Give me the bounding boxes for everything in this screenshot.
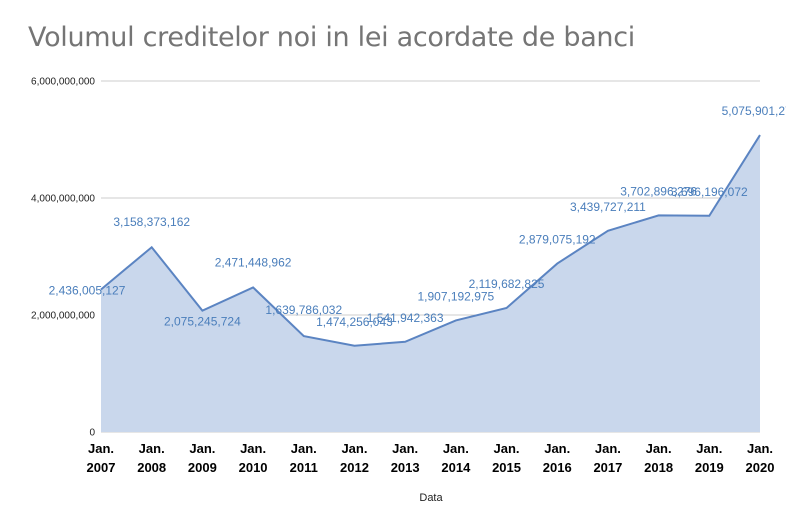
x-tick-label: Jan. 2007 bbox=[87, 441, 116, 475]
y-axis-ticks: 0 2,000,000,000 4,000,000,000 6,000,000,000 bbox=[31, 77, 95, 439]
x-tick-label: Jan. 2019 bbox=[695, 441, 724, 475]
x-tick-label: Jan. 2010 bbox=[239, 441, 268, 475]
x-tick-label: Jan. 2013 bbox=[391, 441, 420, 475]
data-label: 2,879,075,192 bbox=[519, 233, 596, 247]
data-label: 2,119,682,825 bbox=[469, 277, 545, 291]
data-labels: 2,436,005,127 3,158,373,162 2,075,245,724 2… bbox=[49, 104, 786, 329]
y-tick-label: 0 bbox=[89, 428, 95, 439]
y-tick-label: 6,000,000,000 bbox=[31, 77, 95, 88]
data-label: 3,702,896,276 bbox=[620, 184, 697, 198]
x-tick-label: Jan. 2014 bbox=[441, 441, 471, 475]
area-fill bbox=[101, 135, 760, 433]
x-tick-label: Jan. 2018 bbox=[644, 441, 673, 475]
series-area bbox=[100, 134, 761, 433]
x-tick-label: Jan. 2016 bbox=[543, 441, 572, 475]
x-tick-label: Jan. 2009 bbox=[188, 441, 217, 475]
data-label: 5,075,901,270 bbox=[722, 104, 786, 118]
chart-title: Volumul creditelor noi in lei acordate d… bbox=[28, 22, 635, 53]
data-label: 3,439,727,211 bbox=[570, 200, 646, 214]
x-tick-label: Jan. 2015 bbox=[492, 441, 521, 475]
data-label: 2,075,245,724 bbox=[164, 315, 241, 329]
x-tick-label: Jan. 2017 bbox=[593, 441, 622, 475]
x-tick-label: Jan. 2011 bbox=[290, 441, 318, 475]
data-label: 1,474,256,043 bbox=[316, 315, 393, 329]
x-tick-label: Jan. 2008 bbox=[137, 441, 166, 475]
data-label: 1,541,942,363 bbox=[367, 311, 444, 325]
data-label: 1,639,786,032 bbox=[265, 303, 342, 317]
data-label: 3,158,373,162 bbox=[113, 215, 190, 229]
x-axis-ticks: Jan. 2007 Jan. 2008 Jan. 2009 Jan. 2010 Jan. 2011… bbox=[87, 441, 775, 475]
data-label: 1,907,192,975 bbox=[417, 289, 494, 303]
y-tick-label: 2,000,000,000 bbox=[31, 311, 95, 322]
y-tick-label: 4,000,000,000 bbox=[31, 194, 95, 205]
series-line bbox=[100, 134, 761, 347]
x-tick-label: Jan. 2012 bbox=[340, 441, 369, 475]
data-label: 3,696,196,072 bbox=[671, 185, 748, 199]
data-label: 2,436,005,127 bbox=[49, 283, 126, 297]
data-label: 2,471,448,962 bbox=[215, 255, 292, 269]
x-tick-label: Jan. 2020 bbox=[746, 441, 775, 475]
x-axis-label: Data bbox=[419, 492, 443, 504]
